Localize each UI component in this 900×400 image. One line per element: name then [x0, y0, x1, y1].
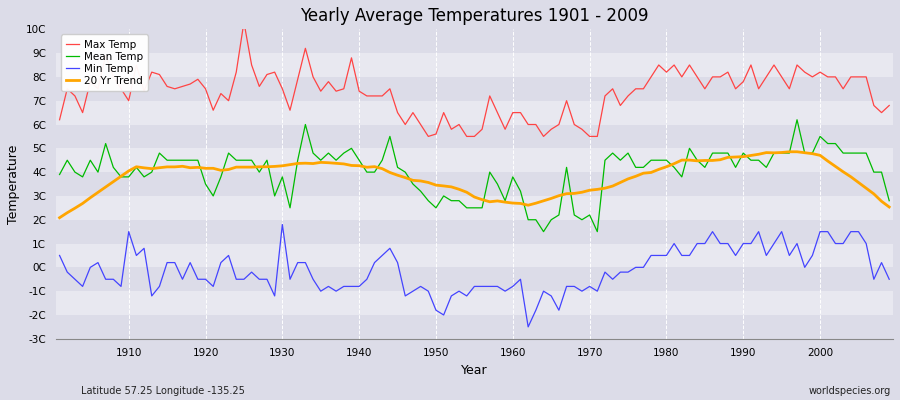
Mean Temp — [792, 117, 803, 122]
Min Temp — [54, 253, 65, 258]
Bar — [56, 244, 893, 267]
Line: Mean Temp: Mean Temp — [59, 120, 889, 232]
Max Temp — [115, 86, 126, 91]
Y-axis label: Temperature: Temperature — [7, 144, 20, 224]
20 Yr Trend — [54, 215, 65, 220]
Legend: Max Temp, Mean Temp, Min Temp, 20 Yr Trend: Max Temp, Mean Temp, Min Temp, 20 Yr Tre… — [61, 34, 148, 91]
Mean Temp — [115, 174, 126, 179]
Mean Temp — [284, 206, 295, 210]
Bar — [56, 53, 893, 77]
Max Temp — [523, 122, 534, 127]
Max Temp — [615, 103, 626, 108]
Mean Temp — [330, 158, 341, 163]
Title: Yearly Average Temperatures 1901 - 2009: Yearly Average Temperatures 1901 - 2009 — [300, 7, 649, 25]
20 Yr Trend — [500, 200, 510, 204]
Bar — [56, 315, 893, 339]
20 Yr Trend — [784, 149, 795, 154]
Line: 20 Yr Trend: 20 Yr Trend — [59, 152, 889, 218]
Mean Temp — [538, 229, 549, 234]
Line: Min Temp: Min Temp — [59, 224, 889, 327]
Max Temp — [423, 134, 434, 139]
Bar — [56, 172, 893, 196]
Min Temp — [884, 277, 895, 282]
Max Temp — [515, 110, 526, 115]
Min Temp — [615, 270, 626, 274]
Mean Temp — [608, 151, 618, 156]
Bar — [56, 291, 893, 315]
Max Temp — [292, 77, 303, 82]
20 Yr Trend — [115, 174, 126, 179]
Text: worldspecies.org: worldspecies.org — [809, 386, 891, 396]
Mean Temp — [884, 198, 895, 203]
Min Temp — [338, 284, 349, 289]
Min Temp — [523, 324, 534, 329]
Min Temp — [292, 260, 303, 265]
20 Yr Trend — [599, 186, 610, 190]
20 Yr Trend — [284, 162, 295, 167]
Bar — [56, 148, 893, 172]
Min Temp — [115, 284, 126, 289]
Min Temp — [508, 284, 518, 289]
Text: Latitude 57.25 Longitude -135.25: Latitude 57.25 Longitude -135.25 — [81, 386, 245, 396]
Bar — [56, 124, 893, 148]
Min Temp — [277, 222, 288, 227]
Max Temp — [884, 103, 895, 108]
Mean Temp — [508, 174, 518, 179]
Bar — [56, 220, 893, 244]
Max Temp — [54, 117, 65, 122]
20 Yr Trend — [884, 205, 895, 210]
Mean Temp — [54, 172, 65, 177]
Bar — [56, 101, 893, 124]
Bar — [56, 196, 893, 220]
Min Temp — [515, 277, 526, 282]
Bar — [56, 267, 893, 291]
Bar — [56, 29, 893, 53]
20 Yr Trend — [330, 161, 341, 166]
Bar — [56, 77, 893, 101]
20 Yr Trend — [508, 201, 518, 206]
X-axis label: Year: Year — [461, 364, 488, 377]
Line: Max Temp: Max Temp — [59, 22, 889, 136]
Mean Temp — [500, 198, 510, 203]
Max Temp — [338, 86, 349, 91]
Max Temp — [238, 20, 249, 24]
